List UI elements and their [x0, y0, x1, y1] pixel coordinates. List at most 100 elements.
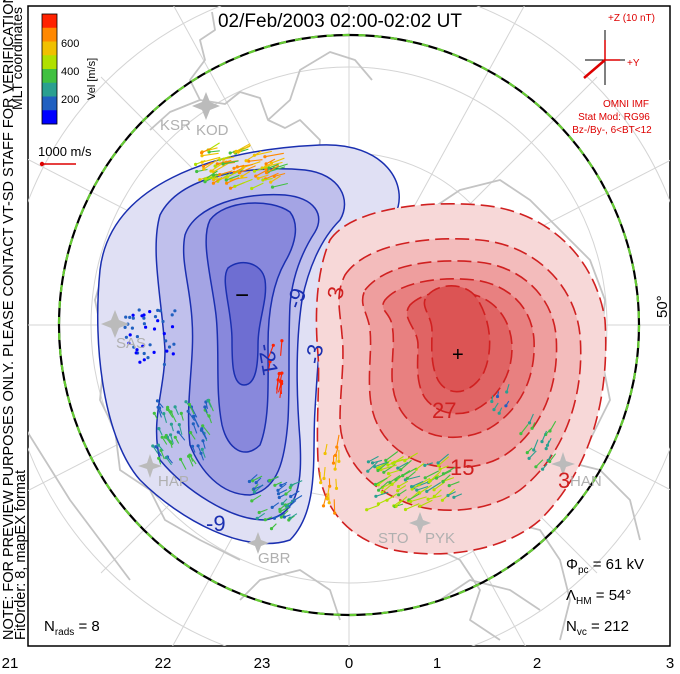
velocity-vector — [542, 463, 548, 470]
velocity-vector — [292, 495, 303, 502]
velocity-vector — [393, 499, 403, 507]
imf-y-label: +Y — [627, 58, 640, 69]
velocity-vector — [336, 434, 340, 448]
velocity-vector — [191, 446, 196, 453]
velocity-vector — [366, 504, 380, 511]
velocity-vector — [226, 177, 240, 184]
velocity-vector — [187, 410, 196, 422]
velocity-vector — [203, 161, 213, 167]
velocity-vector — [169, 441, 173, 448]
velocity-vector — [202, 425, 211, 436]
velocity-vector — [234, 178, 253, 187]
velocity-vector — [394, 458, 407, 463]
velocity-vector — [195, 159, 206, 165]
velocity-vector — [334, 456, 338, 470]
station-label-han: HAN — [570, 473, 602, 490]
station-label-pyk: PYK — [425, 530, 455, 547]
velocity-vector — [255, 477, 262, 483]
velocity-vector — [180, 459, 187, 470]
velocity-vector — [367, 461, 378, 472]
velocity-vector — [170, 424, 174, 432]
velocity-vector — [433, 481, 446, 491]
potential-min-marker: − — [235, 282, 249, 309]
velocity-vector — [204, 409, 210, 418]
velocity-vector — [204, 170, 218, 180]
velocity-vector — [279, 506, 290, 512]
velocity-vector — [279, 372, 283, 383]
velocity-vector — [192, 423, 198, 434]
velocity-vector — [491, 395, 494, 402]
velocity-vector — [276, 373, 280, 390]
contour-label-3: 3 — [322, 284, 349, 300]
velocity-vector — [496, 391, 500, 397]
velocity-vector — [189, 404, 195, 415]
velocity-vector — [388, 469, 401, 475]
velocity-vector — [439, 465, 449, 470]
imf-z-label: +Z (10 nT) — [608, 13, 655, 24]
coord-system-label: MLT coordinates — [9, 7, 25, 110]
velocity-vector-origin — [131, 313, 135, 317]
velocity-vector-origin — [156, 319, 160, 323]
velocity-vector — [419, 499, 433, 507]
velocity-vector — [528, 450, 537, 459]
velocity-vector — [535, 459, 544, 468]
velocity-vector — [405, 503, 420, 511]
velocity-vector — [205, 176, 218, 180]
velocity-vector — [251, 494, 262, 502]
scale-vector-label: 1000 m/s — [38, 144, 92, 159]
velocity-vector — [274, 512, 286, 519]
velocity-vector — [267, 345, 274, 359]
velocity-vector — [438, 456, 450, 466]
colorbar-swatch — [42, 82, 57, 97]
velocity-vector — [277, 483, 287, 491]
velocity-vector-origin — [142, 316, 146, 320]
velocity-vector — [190, 406, 198, 418]
velocity-vector — [158, 428, 163, 436]
velocity-vector — [274, 481, 282, 486]
velocity-vector — [378, 481, 389, 491]
velocity-vector-origin — [123, 325, 127, 329]
velocity-vector — [256, 512, 266, 519]
velocity-vector-origin — [171, 352, 175, 356]
velocity-vector — [280, 481, 288, 486]
velocity-vector — [408, 493, 420, 501]
map-title: 02/Feb/2003 02:00-02:02 UT — [218, 11, 462, 32]
velocity-vector — [170, 434, 174, 444]
velocity-vector-origin — [204, 177, 208, 181]
station-label-sto: STO — [378, 530, 409, 547]
colorbar-tick-400: 400 — [61, 66, 79, 78]
velocity-vector — [323, 467, 326, 479]
velocity-vector — [279, 504, 286, 510]
velocity-vector-origin — [142, 322, 146, 326]
velocity-vector — [334, 448, 339, 456]
station-marker-sas — [101, 310, 129, 338]
velocity-vector — [152, 445, 159, 455]
velocity-vector — [261, 162, 273, 169]
velocity-vector — [237, 144, 251, 153]
velocity-vector — [291, 480, 303, 486]
velocity-vector — [498, 407, 503, 414]
station-label-ksr: KSR — [160, 117, 191, 134]
station-marker-han — [551, 452, 575, 476]
velocity-vector — [254, 166, 268, 172]
velocity-vector — [231, 176, 248, 181]
colorbar-swatch — [42, 41, 57, 56]
velocity-vector — [267, 361, 271, 372]
velocity-vector — [324, 443, 328, 454]
velocity-vector-origin — [137, 308, 141, 312]
velocity-vector-origin — [162, 332, 166, 336]
velocity-vector — [174, 406, 180, 416]
mlt-tick-21: 21 — [2, 655, 19, 672]
station-label-gbr: GBR — [258, 550, 291, 567]
velocity-vector — [280, 340, 283, 356]
velocity-vector — [249, 474, 258, 482]
velocity-vector — [202, 440, 206, 449]
velocity-vector — [547, 437, 552, 446]
imf-condition: Bz-/By-, 6<BT<12 — [572, 125, 652, 136]
latitude-label: 50° — [654, 295, 671, 318]
velocity-vectors — [123, 142, 557, 531]
velocity-vector — [374, 461, 388, 468]
velocity-vector — [159, 407, 163, 414]
velocity-vector — [411, 480, 424, 488]
